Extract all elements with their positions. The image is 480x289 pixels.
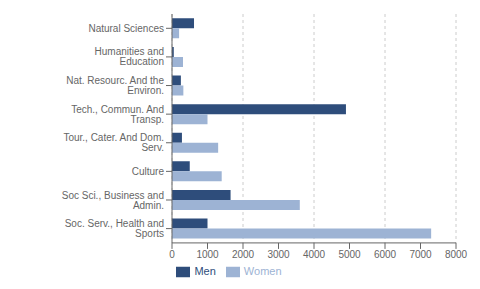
svg-text:2000: 2000: [232, 249, 255, 260]
svg-text:7000: 7000: [409, 249, 432, 260]
svg-text:Nat. Resourc. And theEnviron.: Nat. Resourc. And theEnviron.: [66, 75, 164, 96]
svg-text:Humanities andEducation: Humanities andEducation: [95, 46, 164, 67]
svg-text:Culture: Culture: [132, 166, 165, 177]
svg-text:4000: 4000: [303, 249, 326, 260]
svg-text:5000: 5000: [338, 249, 361, 260]
svg-text:Natural Sciences: Natural Sciences: [88, 23, 164, 34]
svg-text:Soc Sci., Business andAdmin.: Soc Sci., Business andAdmin.: [62, 190, 164, 211]
svg-text:0: 0: [169, 249, 175, 260]
svg-text:Soc. Serv., Health andSports: Soc. Serv., Health andSports: [65, 218, 164, 239]
svg-text:1000: 1000: [196, 249, 219, 260]
svg-text:Tech., Commun. AndTransp.: Tech., Commun. AndTransp.: [71, 104, 164, 125]
html-text:Men: Men: [194, 264, 216, 277]
svg-text:Tour., Cater. And Dom.Serv.: Tour., Cater. And Dom.Serv.: [63, 132, 164, 153]
svg-text:3000: 3000: [267, 249, 290, 260]
svg-text:6000: 6000: [374, 249, 397, 260]
svg-text:8000: 8000: [445, 249, 468, 260]
html-text:Women: Women: [243, 264, 282, 277]
